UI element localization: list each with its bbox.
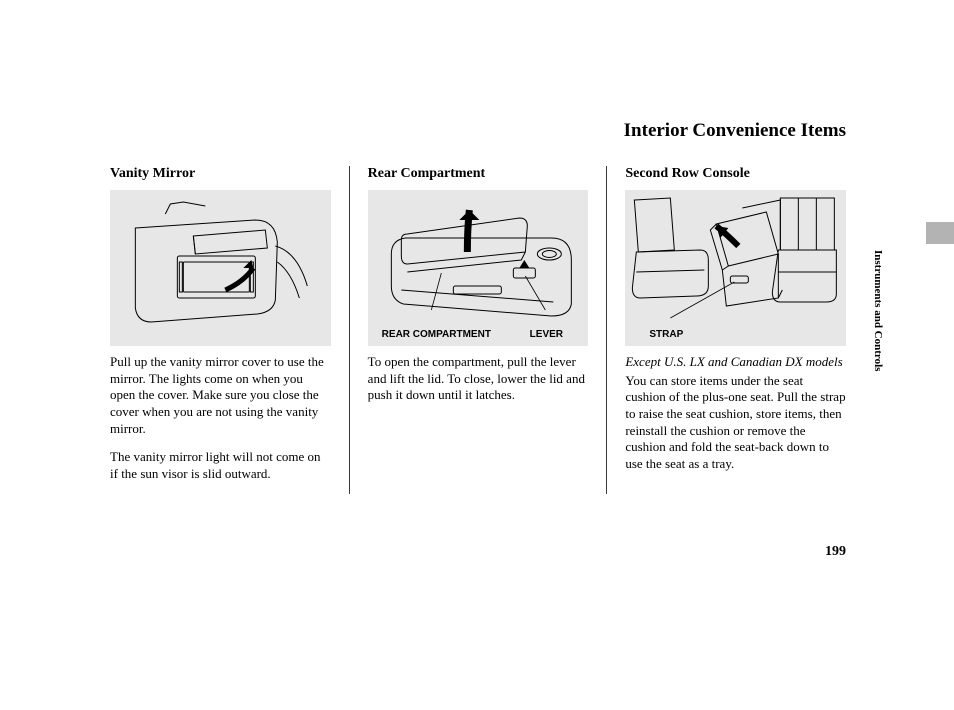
note-second-row: Except U.S. LX and Canadian DX models — [625, 354, 846, 371]
figure-second-row-console: STRAP — [625, 190, 846, 346]
page-number: 199 — [825, 544, 846, 560]
column-vanity-mirror: Vanity Mirror — [110, 166, 350, 494]
manual-page: Interior Convenience Items Instruments a… — [0, 0, 954, 710]
para-vanity-2: The vanity mirror light will not come on… — [110, 449, 331, 482]
para-vanity-1: Pull up the vanity mirror cover to use t… — [110, 354, 331, 437]
section-tab — [926, 222, 954, 244]
figure-vanity-mirror — [110, 190, 331, 346]
section-side-label: Instruments and Controls — [872, 250, 884, 371]
para-second-row-1: You can store items under the seat cushi… — [625, 373, 846, 473]
column-rear-compartment: Rear Compartment — [350, 166, 608, 494]
para-rear-1: To open the compartment, pull the lever … — [368, 354, 589, 404]
heading-vanity-mirror: Vanity Mirror — [110, 166, 331, 182]
rear-compartment-illustration — [368, 190, 589, 346]
second-row-console-illustration — [625, 190, 846, 346]
label-strap: STRAP — [649, 329, 683, 340]
content-columns: Vanity Mirror — [110, 166, 846, 494]
figure-rear-compartment: REAR COMPARTMENT LEVER — [368, 190, 589, 346]
column-second-row-console: Second Row Console — [607, 166, 846, 494]
page-title: Interior Convenience Items — [624, 120, 846, 142]
vanity-mirror-illustration — [110, 190, 331, 346]
heading-second-row-console: Second Row Console — [625, 166, 846, 182]
label-rear-compartment: REAR COMPARTMENT — [382, 329, 491, 340]
heading-rear-compartment: Rear Compartment — [368, 166, 589, 182]
label-lever: LEVER — [530, 329, 563, 340]
